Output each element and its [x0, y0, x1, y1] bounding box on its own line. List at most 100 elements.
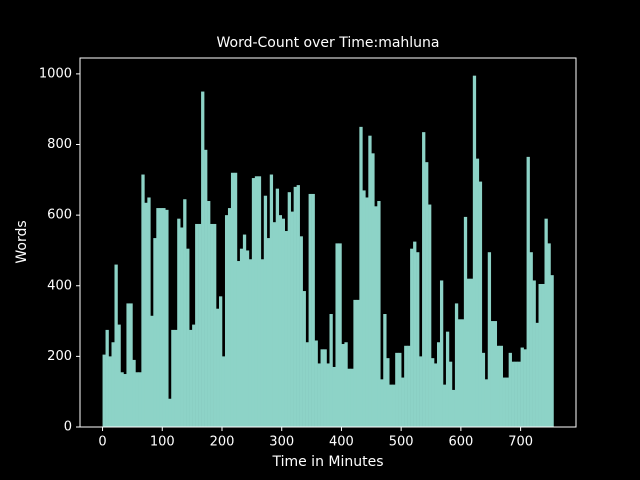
bar: [511, 361, 515, 427]
bar: [401, 377, 405, 427]
bar: [335, 243, 339, 427]
bar: [219, 296, 223, 427]
bar: [296, 185, 300, 427]
bar: [263, 195, 268, 427]
bar: [410, 248, 414, 427]
bar: [469, 278, 474, 427]
bar: [210, 223, 214, 427]
y-axis-label: Words: [14, 220, 30, 263]
y-tick-label: 600: [47, 208, 72, 223]
bar: [442, 384, 447, 427]
bar: [320, 349, 324, 427]
bar: [332, 366, 336, 427]
bar: [445, 331, 450, 427]
bar: [159, 208, 163, 427]
bar: [171, 329, 175, 427]
bar: [538, 283, 542, 427]
bar: [329, 314, 333, 427]
bar: [180, 227, 184, 427]
bar: [505, 377, 509, 427]
bar: [287, 192, 291, 427]
bar: [201, 91, 205, 427]
bar: [535, 322, 539, 427]
y-tick-label: 800: [47, 137, 72, 152]
x-tick-label: 100: [150, 435, 175, 450]
bar: [278, 215, 283, 427]
x-tick-label: 200: [210, 435, 235, 450]
bar: [126, 303, 130, 427]
bar: [245, 250, 250, 427]
bar: [183, 199, 187, 427]
bar: [123, 374, 127, 427]
chart-title: Word-Count over Time:mahluna: [216, 35, 439, 51]
bar: [117, 324, 121, 427]
bar: [248, 259, 253, 427]
bar: [239, 248, 244, 427]
bar: [102, 354, 106, 427]
bar: [389, 384, 393, 427]
bar: [257, 176, 262, 427]
bar: [198, 223, 202, 427]
bar: [114, 264, 118, 427]
bar: [463, 216, 468, 427]
bar: [383, 314, 387, 427]
bar: [347, 368, 351, 427]
bar: [532, 280, 536, 427]
bar: [120, 372, 124, 427]
bar: [314, 340, 318, 427]
bar: [233, 172, 238, 427]
bar: [177, 218, 181, 427]
bar: [508, 352, 512, 427]
bar: [439, 280, 444, 427]
bar: [189, 329, 193, 427]
bar: [147, 197, 151, 427]
bar: [454, 303, 459, 427]
bar: [236, 261, 241, 427]
y-tick-label: 400: [47, 278, 72, 293]
bar: [466, 278, 471, 427]
bar: [141, 174, 145, 427]
bar: [275, 188, 280, 427]
bar: [281, 218, 286, 427]
bar: [487, 252, 492, 427]
bar: [395, 352, 399, 427]
bar: [541, 283, 545, 427]
bar: [434, 363, 438, 427]
bar: [162, 208, 166, 427]
bar: [490, 321, 495, 427]
bar: [156, 208, 160, 427]
bar: [356, 299, 360, 427]
bar: [135, 372, 139, 427]
bar: [305, 342, 309, 427]
bar: [472, 75, 477, 427]
bar: [290, 211, 294, 427]
bar: [338, 243, 342, 427]
bar: [404, 345, 408, 427]
bar: [302, 291, 306, 427]
bar: [174, 329, 178, 427]
bar: [105, 329, 109, 427]
bar: [484, 379, 489, 427]
bar: [457, 319, 462, 427]
bar: [547, 243, 551, 427]
x-axis-label: Time in Minutes: [271, 454, 383, 470]
bar: [529, 252, 533, 427]
y-tick-label: 200: [47, 349, 72, 364]
y-tick-label: 1000: [39, 66, 72, 81]
bar: [144, 202, 148, 427]
bar: [216, 308, 220, 427]
bar: [138, 372, 142, 427]
bar: [341, 344, 345, 427]
bar: [284, 231, 288, 427]
y-tick-label: 0: [64, 420, 72, 435]
bar: [299, 236, 303, 427]
bar: [230, 172, 235, 427]
bar: [496, 345, 501, 427]
x-tick-label: 400: [329, 435, 354, 450]
bar: [377, 201, 381, 427]
bar: [308, 193, 312, 427]
bar: [428, 204, 432, 427]
bar: [326, 363, 330, 427]
bar: [213, 223, 217, 427]
